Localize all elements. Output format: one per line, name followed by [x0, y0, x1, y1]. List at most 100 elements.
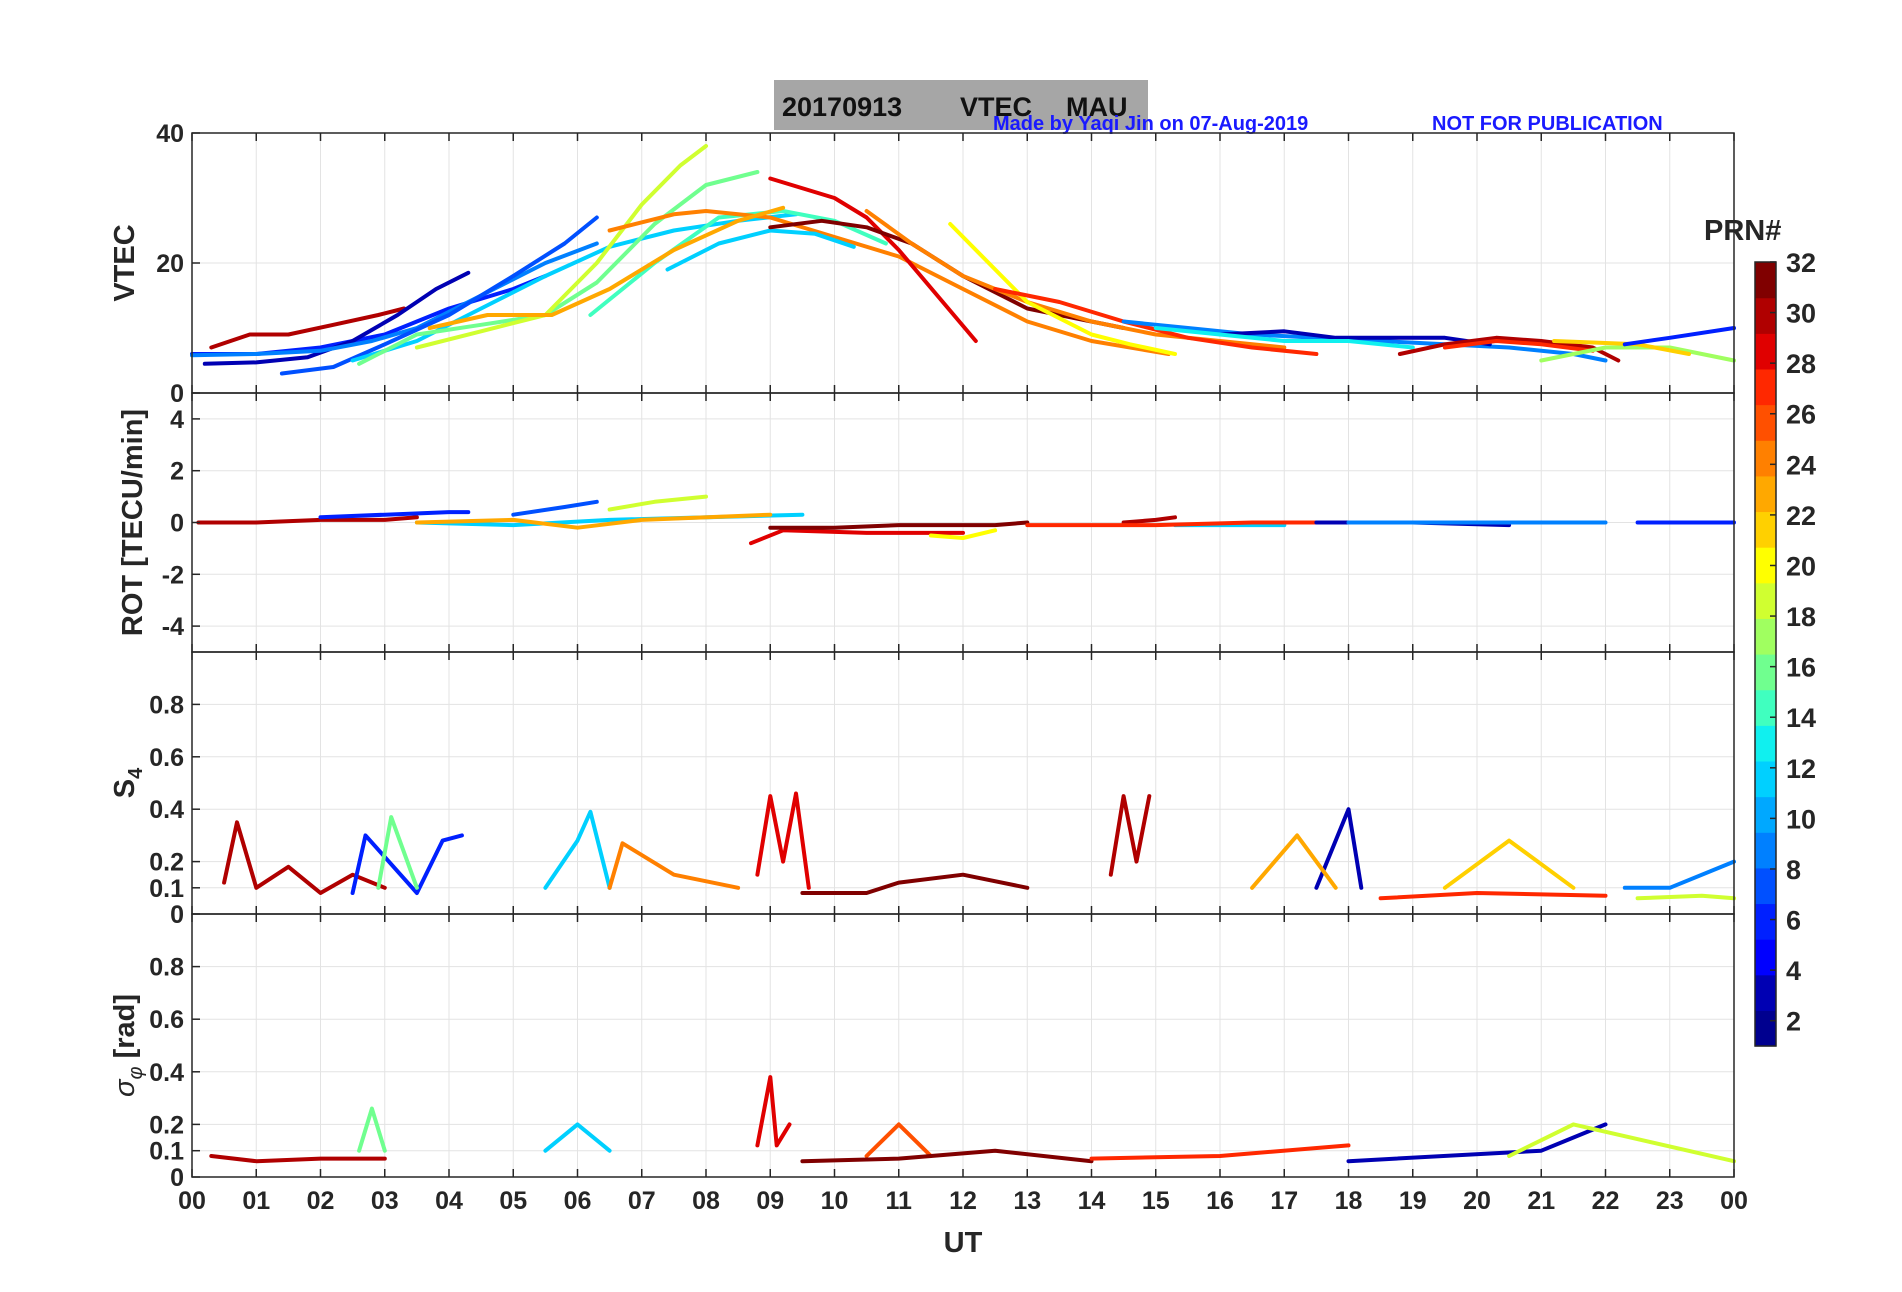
colorbar-tick-label: 22 — [1786, 501, 1816, 531]
colorbar-segment — [1755, 974, 1776, 1011]
x-tick-label: 00 — [178, 1187, 206, 1215]
y-tick-label: 2 — [170, 458, 184, 486]
colorbar-tick-label: 28 — [1786, 349, 1816, 379]
colorbar-tick-label: 18 — [1786, 602, 1816, 632]
colorbar-frame — [1754, 261, 1777, 1047]
title-station: MAU — [1066, 92, 1128, 122]
series-prn-20 — [928, 528, 998, 540]
series-prn-26 — [864, 1122, 933, 1158]
colorbar-segment — [1755, 618, 1776, 655]
series-prn-32 — [800, 1148, 1094, 1164]
colorbar-segment — [1755, 511, 1776, 548]
y-tick-label: 0.6 — [149, 1006, 184, 1034]
series-prn-29 — [755, 791, 811, 890]
y-tick-label: 0.8 — [149, 954, 184, 982]
series-prn-24 — [607, 841, 741, 890]
x-tick-label: 22 — [1592, 1187, 1620, 1215]
x-tick-label: 21 — [1527, 1187, 1555, 1215]
y-tick-label: 0 — [170, 510, 184, 538]
colorbar-segment — [1755, 547, 1776, 584]
colorbar-segment — [1755, 440, 1776, 477]
series-prn-12 — [543, 1122, 612, 1153]
x-tick-label: 07 — [628, 1187, 656, 1215]
panel-sigma_phi: 00.10.2 0.4 0.6 0.8σφ [rad] 00 01 02 03 04 05 06 07… — [109, 913, 1748, 1259]
x-tick-label: 13 — [1013, 1187, 1041, 1215]
series-prn-29 — [749, 528, 965, 546]
colorbar-tick-label: 4 — [1786, 956, 1801, 986]
colorbar-tick-label: 16 — [1786, 653, 1816, 683]
series-prn-12 — [543, 809, 612, 890]
colorbar-segment — [1755, 689, 1776, 726]
x-tick-label: 02 — [307, 1187, 335, 1215]
series-prn-2 — [1314, 807, 1364, 890]
series-prn-19 — [607, 494, 708, 512]
colorbar-tick-label: 10 — [1786, 804, 1816, 834]
colorbar-segment — [1755, 832, 1776, 869]
colorbar-segment — [1755, 262, 1776, 299]
series-prn-18 — [1635, 893, 1736, 901]
x-tick-label: 17 — [1270, 1187, 1298, 1215]
panel-s4: 00.10.2 0.4 0.6 0.8 S4 — [109, 651, 1736, 929]
y-tick-label: 0.1 — [149, 875, 184, 903]
x-tick-label: 11 — [886, 1187, 913, 1215]
x-tick-label: 05 — [499, 1187, 527, 1215]
series-prn-7 — [279, 215, 599, 376]
panel-vtec: 0 20 40 VTEC — [109, 120, 1736, 408]
series-prn-30 — [1108, 794, 1152, 877]
series-prn-23 — [427, 205, 786, 330]
x-tick-label: 18 — [1335, 1187, 1363, 1215]
colorbar-segment — [1755, 368, 1776, 406]
series-prn-8 — [1622, 859, 1736, 890]
series-prn-7 — [511, 499, 599, 517]
colorbar-segment — [1755, 475, 1776, 513]
colorbar-segment — [1755, 1010, 1776, 1047]
series-prn-20 — [948, 222, 1177, 356]
x-tick-label: 19 — [1399, 1187, 1427, 1215]
x-tick-label: 23 — [1656, 1187, 1684, 1215]
y-axis-label: ROT [TECU/min] — [117, 409, 149, 636]
series-prn-2 — [1346, 1122, 1608, 1164]
colorbar-tick-label: 12 — [1786, 754, 1816, 784]
y-tick-label: 0.4 — [149, 796, 184, 824]
y-tick-label: 0.2 — [149, 849, 184, 877]
series-prn-31 — [222, 820, 387, 895]
title-product: VTEC — [960, 92, 1032, 122]
series-prn-32 — [768, 520, 1030, 530]
colorbar-segment — [1755, 654, 1776, 691]
colorbar-segment — [1755, 404, 1776, 441]
series-prn-23 — [1250, 833, 1338, 890]
title-date: 20170913 — [782, 92, 902, 122]
title-box — [774, 80, 1148, 130]
x-tick-label: 09 — [756, 1187, 784, 1215]
series-prn-28 — [1442, 339, 1595, 353]
series-prn-29 — [755, 1075, 792, 1148]
series-prn-31 — [209, 1154, 387, 1164]
series-prn-23 — [414, 512, 773, 530]
x-axis-label: UT — [944, 1227, 983, 1259]
series-prn-27 — [1025, 520, 1351, 528]
series-prn-6 — [1622, 326, 1736, 347]
series-prn-11 — [665, 228, 856, 272]
colorbar-tick-label: 26 — [1786, 400, 1816, 430]
not-for-publication-text: NOT FOR PUBLICATION — [1432, 113, 1663, 135]
y-axis-label: σφ [rad] — [109, 994, 147, 1097]
colorbar-tick-label: 6 — [1786, 906, 1801, 936]
y-tick-label: -4 — [162, 613, 184, 641]
colorbar-label: PRN# — [1704, 215, 1781, 247]
series-prn-16 — [357, 170, 760, 366]
colorbar-segment — [1755, 760, 1776, 798]
series-prn-27 — [1089, 1143, 1351, 1161]
series-prn-22 — [1442, 838, 1576, 890]
series-prn-16 — [376, 815, 419, 890]
colorbar-segment — [1755, 582, 1776, 619]
colorbar-tick-label: 2 — [1786, 1007, 1801, 1037]
colorbar-segment — [1755, 725, 1776, 762]
x-tick-label: 03 — [371, 1187, 399, 1215]
y-tick-label: 0 — [170, 380, 184, 408]
series-prn-2 — [1218, 329, 1492, 347]
y-tick-label: 40 — [156, 120, 184, 148]
y-tick-label: -2 — [162, 561, 184, 589]
x-tick-label: 04 — [435, 1187, 463, 1215]
